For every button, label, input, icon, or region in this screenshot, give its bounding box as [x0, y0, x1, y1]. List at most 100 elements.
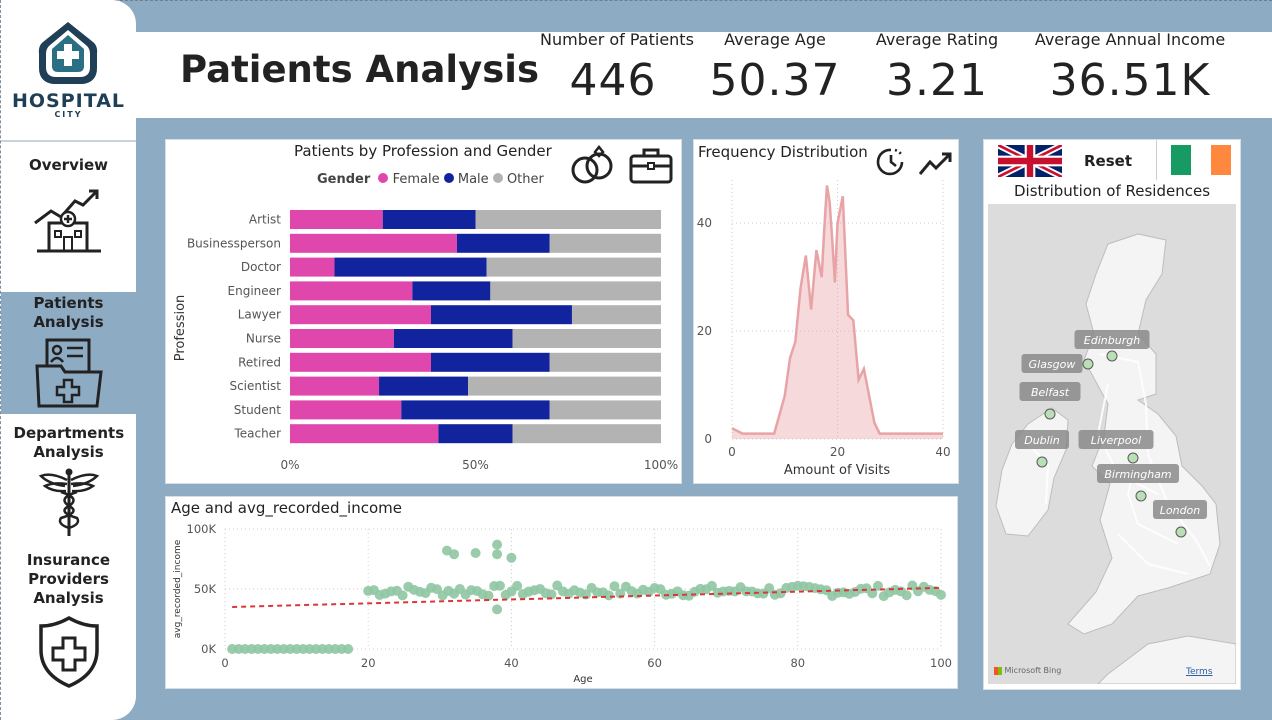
city-marker[interactable]	[1175, 526, 1187, 538]
city-marker[interactable]	[1127, 452, 1139, 464]
y-tick-label: Doctor	[241, 260, 281, 274]
kpi-label: Average Rating	[875, 30, 999, 49]
bar-segment-male[interactable]	[438, 424, 513, 444]
y-tick-label: Nurse	[246, 332, 281, 346]
kpi-average-age: Average Age 50.37	[700, 30, 850, 106]
bar-segment-other[interactable]	[486, 257, 661, 277]
briefcase-icon	[629, 148, 673, 184]
city-label: Dublin	[1024, 434, 1060, 447]
frequency-area	[732, 185, 943, 439]
bar-segment-other[interactable]	[512, 424, 661, 444]
bar-segment-female[interactable]	[290, 352, 431, 372]
bar-segment-female[interactable]	[290, 376, 380, 396]
brand-subtitle: CITY	[54, 110, 83, 119]
x-tick-label: 60	[647, 656, 662, 670]
bar-segment-other[interactable]	[512, 329, 661, 348]
city-label-bg	[1097, 464, 1179, 483]
header-bar	[135, 32, 1272, 118]
map-terms-link[interactable]: Terms	[1186, 667, 1213, 677]
bar-segment-male[interactable]	[393, 329, 513, 348]
brand-name: HOSPITAL	[11, 90, 126, 112]
bar-segment-female[interactable]	[290, 257, 335, 277]
legend-item-male[interactable]: Male	[443, 172, 489, 187]
nav-insurance-providers-analysis-label: Insurance Providers Analysis	[26, 551, 111, 607]
nav-patients-analysis-label: Patients Analysis	[33, 294, 104, 331]
scatter-point	[867, 588, 878, 599]
map-canvas[interactable]: Edinburgh Glasgow Belfast Dublin Liverpool Bi…	[988, 204, 1236, 684]
bar-segment-female[interactable]	[290, 233, 457, 253]
bar-segment-male[interactable]	[401, 400, 550, 420]
x-tick-label: 0%	[280, 458, 299, 472]
bar-segment-male[interactable]	[379, 376, 469, 396]
scatter-point	[872, 580, 883, 591]
rings-icon	[571, 144, 613, 184]
scatter-point	[901, 590, 912, 601]
bar-segment-other[interactable]	[490, 281, 661, 301]
y-tick-label: Lawyer	[238, 308, 281, 322]
bar-segment-female[interactable]	[290, 281, 413, 301]
bar-segment-male[interactable]	[412, 281, 491, 301]
city-marker[interactable]	[1082, 358, 1094, 370]
city-marker[interactable]	[1135, 490, 1147, 502]
trend-up-icon	[918, 152, 952, 175]
bar-segment-male[interactable]	[456, 233, 550, 253]
trend-line	[232, 586, 942, 608]
city-label-bg	[1153, 500, 1207, 519]
bar-segment-female[interactable]	[290, 305, 431, 325]
bar-segment-other[interactable]	[549, 400, 661, 420]
clock-icon	[876, 148, 904, 176]
legend-item-female[interactable]: Female	[378, 172, 440, 187]
city-label: Belfast	[1031, 386, 1070, 399]
kpi-label: Average Annual Income	[1034, 30, 1226, 49]
scatter-point	[706, 580, 717, 591]
landmass-france	[1097, 635, 1236, 684]
bar-segment-male[interactable]	[334, 257, 487, 277]
x-tick-label: 40	[935, 445, 950, 459]
legend-item-other[interactable]: Other	[492, 172, 544, 187]
reset-button[interactable]: Reset	[1084, 152, 1132, 170]
top-strip	[0, 0, 1272, 3]
x-tick-label: 80	[790, 656, 805, 670]
bar-segment-female[interactable]	[290, 424, 439, 444]
map-title: Distribution of Residences	[1014, 182, 1211, 200]
nav-departments-analysis[interactable]: Departments Analysis	[1, 424, 136, 536]
bar-segment-male[interactable]	[430, 305, 572, 325]
ireland-flag-button[interactable]	[1156, 140, 1241, 180]
nav-patients-analysis[interactable]: Patients Analysis	[1, 292, 136, 414]
uk-flag-button[interactable]	[996, 142, 1064, 180]
bar-segment-other[interactable]	[549, 352, 661, 372]
kpi-value: 3.21	[886, 55, 988, 106]
bar-segment-female[interactable]	[290, 400, 402, 420]
x-tick-label: 20	[830, 445, 845, 459]
y-tick-label: 20	[697, 324, 712, 338]
uk-flag-icon	[996, 142, 1064, 180]
scatter-point	[764, 583, 775, 594]
scatter-point	[449, 549, 460, 560]
nav-overview[interactable]: Overview	[1, 156, 136, 286]
city-label-bg	[1015, 430, 1069, 449]
city-label-bg	[1019, 382, 1081, 401]
profession-gender-panel: Patients by Profession and Gender Gender…	[165, 139, 682, 484]
bar-segment-female[interactable]	[290, 210, 383, 229]
city-marker[interactable]	[1044, 408, 1056, 420]
x-tick-label: 50%	[462, 458, 489, 472]
city-marker[interactable]	[1036, 456, 1048, 468]
y-tick-label: Student	[234, 403, 282, 417]
kpi-average-rating: Average Rating 3.21	[868, 30, 1006, 106]
nav-insurance-providers-analysis[interactable]: Insurance Providers Analysis	[1, 551, 136, 691]
bar-segment-male[interactable]	[382, 210, 476, 229]
bar-segment-male[interactable]	[430, 352, 550, 372]
y-tick-label: 0	[704, 432, 712, 446]
bar-segment-other[interactable]	[549, 233, 661, 253]
x-tick-label: 40	[504, 656, 519, 670]
y-tick-label: 40	[697, 216, 712, 230]
scatter-point	[494, 580, 505, 591]
hospital-logo: HOSPITAL CITY	[1, 0, 136, 142]
bing-logo-icon	[994, 666, 1002, 675]
bar-segment-other[interactable]	[475, 210, 662, 229]
city-marker[interactable]	[1106, 350, 1118, 362]
bar-segment-female[interactable]	[290, 329, 394, 348]
bar-segment-other[interactable]	[571, 305, 661, 325]
bar-segment-other[interactable]	[468, 376, 661, 396]
landmass-ireland	[995, 407, 1069, 537]
